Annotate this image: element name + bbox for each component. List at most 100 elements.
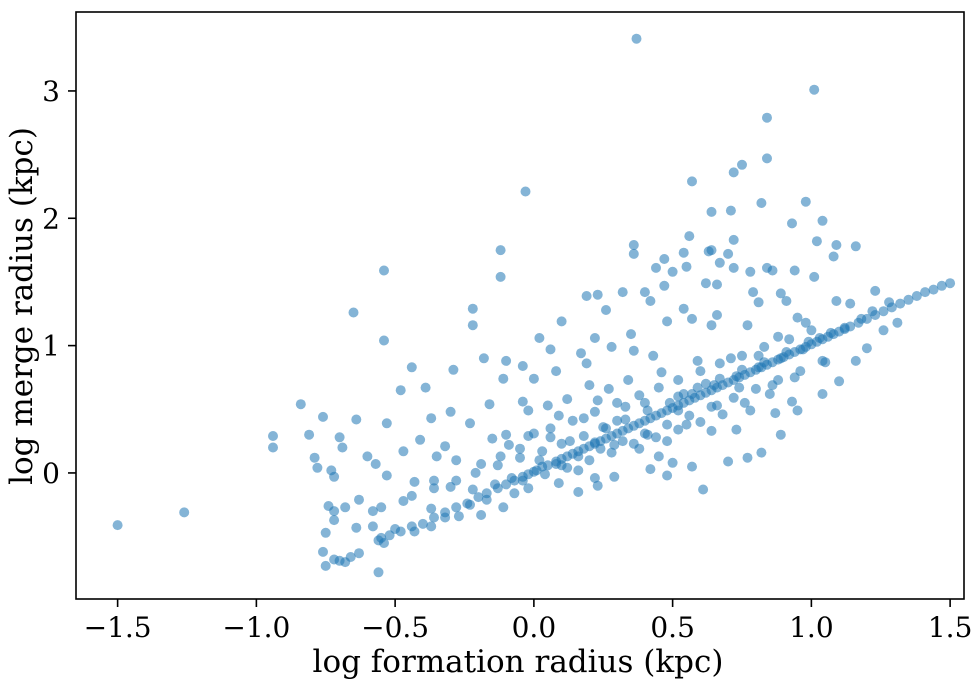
data-point (878, 306, 889, 317)
data-point (645, 464, 656, 475)
data-point (451, 475, 462, 486)
data-point (426, 503, 437, 514)
data-point (856, 313, 867, 324)
data-point (687, 313, 697, 324)
data-point (845, 298, 856, 309)
data-point (592, 289, 603, 300)
data-point (742, 320, 753, 331)
data-point (367, 521, 378, 532)
data-point (556, 316, 567, 327)
data-point (406, 362, 417, 373)
data-point (320, 527, 331, 538)
data-point (379, 265, 389, 276)
data-point (448, 364, 459, 375)
data-point (573, 451, 584, 462)
data-point (556, 438, 567, 449)
data-point (340, 502, 351, 513)
data-point (648, 350, 659, 361)
x-axis-ticks: −1.5 −1.0 −0.5 0.0 0.5 1.0 1.5 (84, 599, 972, 644)
data-point (562, 394, 573, 405)
data-point (576, 348, 586, 359)
data-point (345, 552, 356, 562)
data-point (792, 312, 803, 323)
data-point (476, 510, 487, 520)
data-point (803, 336, 814, 347)
data-point (714, 358, 725, 369)
data-point (537, 446, 548, 457)
data-point (309, 452, 320, 463)
data-point (767, 265, 778, 276)
data-point (581, 291, 592, 301)
data-point (503, 439, 514, 450)
y-tick-label: 1 (42, 330, 60, 363)
data-point (700, 378, 711, 389)
data-point (329, 515, 340, 526)
data-point (431, 451, 442, 462)
data-point (515, 443, 525, 454)
data-point (417, 518, 428, 529)
plot-frame (75, 11, 965, 600)
data-point (484, 399, 495, 410)
x-axis-label: log formation radius (kpc) (313, 644, 724, 680)
data-point (553, 410, 564, 421)
data-point (620, 401, 631, 412)
data-point (465, 418, 475, 429)
data-point (381, 470, 392, 481)
data-point (465, 499, 475, 510)
data-point (367, 506, 378, 517)
data-point (420, 382, 431, 393)
data-point (534, 455, 545, 466)
data-point (667, 457, 678, 468)
data-point (523, 483, 534, 494)
data-point (681, 261, 692, 272)
data-point (639, 287, 650, 298)
x-tick-label: −1.0 (222, 611, 290, 644)
data-point (426, 413, 437, 424)
data-point (515, 452, 525, 463)
data-point (470, 467, 481, 478)
data-point (756, 198, 767, 208)
data-point (706, 245, 717, 256)
data-point (659, 280, 670, 291)
data-point (406, 490, 417, 501)
data-point (762, 112, 772, 123)
data-point (517, 396, 528, 407)
data-point (567, 415, 578, 426)
data-point (620, 414, 631, 425)
data-point (179, 507, 190, 518)
plot-background (76, 12, 964, 599)
data-point (700, 278, 711, 289)
data-point (789, 265, 800, 276)
data-point (817, 389, 828, 399)
data-point (653, 451, 664, 462)
data-point (698, 484, 709, 495)
data-point (781, 296, 792, 306)
data-point (478, 353, 489, 364)
data-point (506, 473, 517, 483)
data-point (861, 343, 872, 354)
data-point (673, 391, 684, 402)
data-point (714, 373, 725, 384)
data-point (628, 345, 639, 356)
data-point (609, 439, 620, 450)
data-point (609, 471, 620, 482)
data-point (673, 375, 684, 385)
data-point (762, 153, 772, 164)
data-point (415, 434, 426, 445)
data-point (451, 502, 462, 513)
data-point (528, 373, 539, 384)
data-point (351, 414, 362, 425)
data-point (742, 452, 753, 463)
data-point (831, 240, 842, 250)
data-point (798, 344, 808, 355)
data-point (712, 310, 722, 320)
data-point (831, 296, 842, 306)
data-point (659, 254, 670, 264)
data-point (551, 459, 562, 469)
data-point (409, 526, 420, 537)
data-point (745, 266, 756, 277)
data-point (487, 433, 498, 444)
data-point (606, 341, 617, 352)
data-point (490, 479, 500, 490)
data-point (739, 397, 750, 408)
